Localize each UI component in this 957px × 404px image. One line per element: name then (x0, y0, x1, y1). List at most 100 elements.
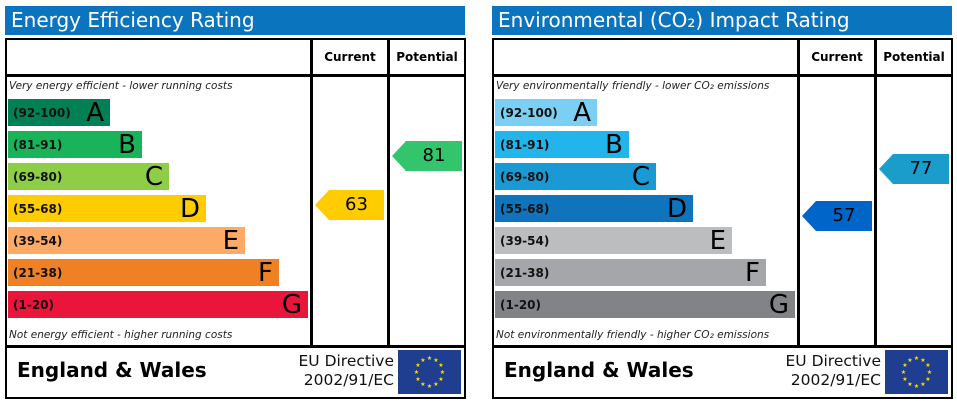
column-header-potential: Potential (883, 50, 945, 64)
band-e: (39-54) E (495, 226, 732, 256)
band-letter: E (222, 226, 239, 256)
bottom-note: Not environmentally friendly - higher CO… (496, 329, 770, 341)
svg-text:★: ★ (427, 355, 432, 362)
band-letter: F (258, 258, 273, 288)
band-letter: C (144, 162, 163, 192)
directive-line-2: 2002/91/EC (303, 371, 394, 389)
arrow-shape-icon (802, 201, 872, 231)
band-letter: D (666, 194, 687, 224)
column-header-potential: Potential (396, 50, 458, 64)
top-note: Very environmentally friendly - lower CO… (496, 80, 770, 92)
svg-text:★: ★ (433, 381, 438, 388)
svg-text:★: ★ (920, 381, 925, 388)
svg-text:★: ★ (415, 376, 420, 383)
band-g: (1-20) G (495, 290, 795, 320)
band-range: (81-91) (500, 138, 550, 152)
eu-flag-icon: ★ ★ ★ ★ ★ ★ ★ ★ ★ ★ ★ ★ (885, 350, 948, 394)
current-rating-value: 57 (832, 205, 856, 226)
svg-text:★: ★ (440, 369, 445, 376)
band-letter: C (631, 162, 650, 192)
band-letter: B (118, 130, 136, 160)
column-header-current: Current (324, 50, 376, 64)
footer-region: England & Wales (17, 358, 207, 382)
footer-divider (492, 345, 953, 348)
footer-directive: EU Directive 2002/91/EC (786, 352, 882, 390)
current-rating-value: 63 (345, 194, 368, 215)
arrow-shape-icon (315, 190, 384, 220)
band-f: (21-38) F (495, 258, 766, 288)
svg-text:★: ★ (902, 376, 907, 383)
band-range: (1-20) (13, 298, 54, 312)
svg-text:★: ★ (415, 362, 420, 369)
column-divider (310, 38, 313, 347)
svg-text:★: ★ (438, 362, 443, 369)
svg-text:★: ★ (914, 355, 919, 362)
rating-table-frame (5, 38, 466, 399)
potential-rating-value: 81 (422, 145, 446, 166)
band-range: (21-38) (500, 266, 550, 280)
environmental-impact-panel: Environmental (CO₂) Impact Rating Curren… (487, 0, 957, 404)
band-g: (1-20) G (8, 290, 308, 320)
svg-text:★: ★ (925, 362, 930, 369)
potential-rating-value: 77 (909, 158, 933, 179)
band-e: (39-54) E (8, 226, 245, 256)
current-rating-arrow: 57 (802, 201, 872, 231)
svg-text:★: ★ (433, 357, 438, 364)
band-b: (81-91) B (8, 130, 142, 160)
arrow-shape-icon (879, 154, 949, 184)
panel-title: Energy Efficiency Rating (5, 6, 465, 35)
band-range: (69-80) (13, 170, 63, 184)
current-rating-arrow: 63 (315, 190, 384, 220)
band-letter: G (281, 290, 302, 320)
band-letter: G (768, 290, 789, 320)
band-c: (69-80) C (8, 162, 169, 192)
potential-rating-arrow: 77 (879, 154, 949, 184)
eu-flag-icon: ★ ★ ★ ★ ★ ★ ★ ★ ★ ★ ★ ★ (398, 350, 461, 394)
band-letter: D (179, 194, 200, 224)
directive-line-1: EU Directive (298, 352, 395, 370)
svg-text:★: ★ (907, 381, 912, 388)
rating-table-frame (492, 38, 953, 399)
directive-line-1: EU Directive (785, 352, 882, 370)
svg-text:★: ★ (427, 383, 432, 390)
band-letter: B (605, 130, 623, 160)
band-range: (21-38) (13, 266, 63, 280)
band-a: (92-100) A (495, 98, 597, 128)
header-divider (492, 74, 953, 77)
footer-region: England & Wales (504, 358, 694, 382)
svg-text:★: ★ (920, 357, 925, 364)
band-b: (81-91) B (495, 130, 629, 160)
svg-text:★: ★ (914, 383, 919, 390)
band-d: (55-68) D (495, 194, 693, 224)
panel-title: Environmental (CO₂) Impact Rating (492, 6, 952, 35)
band-range: (92-100) (13, 106, 71, 120)
band-letter: A (573, 98, 591, 128)
band-letter: F (745, 258, 760, 288)
band-range: (1-20) (500, 298, 541, 312)
band-range: (39-54) (13, 234, 63, 248)
svg-text:★: ★ (902, 362, 907, 369)
svg-text:★: ★ (927, 369, 932, 376)
band-letter: E (709, 226, 726, 256)
svg-text:★: ★ (414, 369, 419, 376)
band-range: (69-80) (500, 170, 550, 184)
svg-text:★: ★ (420, 357, 425, 364)
svg-text:★: ★ (925, 376, 930, 383)
band-letter: A (86, 98, 104, 128)
header-divider (5, 74, 466, 77)
band-range: (92-100) (500, 106, 558, 120)
potential-rating-arrow: 81 (392, 141, 462, 171)
column-divider (387, 38, 390, 347)
band-range: (55-68) (13, 202, 63, 216)
band-range: (55-68) (500, 202, 550, 216)
svg-text:★: ★ (907, 357, 912, 364)
svg-text:★: ★ (420, 381, 425, 388)
band-range: (39-54) (500, 234, 550, 248)
column-divider (874, 38, 877, 347)
directive-line-2: 2002/91/EC (790, 371, 881, 389)
bottom-note: Not energy efficient - higher running co… (9, 329, 233, 341)
footer-divider (5, 345, 466, 348)
band-range: (81-91) (13, 138, 63, 152)
band-f: (21-38) F (8, 258, 279, 288)
footer-directive: EU Directive 2002/91/EC (299, 352, 395, 390)
